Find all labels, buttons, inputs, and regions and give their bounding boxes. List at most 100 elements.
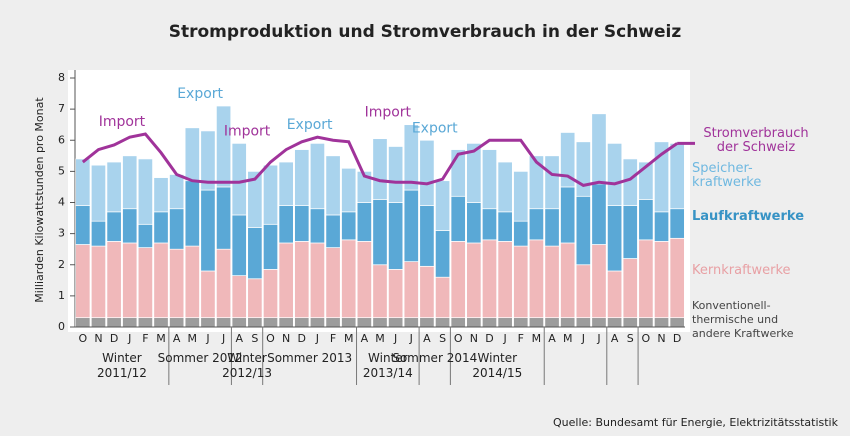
x-tick-label: D [110,332,118,345]
group-label: Sommer 2012 [157,351,243,365]
bar-segment [325,214,341,248]
bar-segment [638,199,654,241]
bar-segment [184,127,200,182]
x-tick-label: O [266,332,275,345]
bar-segment [450,317,466,328]
bar-segment [481,208,498,241]
bar-segment [216,248,232,319]
bar-segment [419,265,435,319]
annotation: Export [177,86,223,102]
x-tick-label: M [188,332,198,345]
x-tick-label: J [205,332,209,345]
bar-segment [137,247,153,319]
bar-segment [90,164,107,222]
bar-segment [575,141,591,197]
x-tick-label: N [282,332,290,345]
bar-segment [106,161,122,213]
bar-segment [497,317,513,328]
bar-segment [607,205,623,272]
x-tick-label: D [485,332,493,345]
bar-segment [450,195,466,242]
bar-segment [200,189,216,272]
bar-segment [75,317,91,328]
bar-segment [560,132,576,188]
bar-segment [466,202,482,244]
bar-segment [669,143,685,210]
bar-segment [497,211,513,242]
bar-segment [278,242,294,319]
bar-segment [75,205,91,245]
bar-segment [247,317,263,328]
group-label: Winter 2012/13 [222,351,272,380]
y-tick-label: 5 [58,164,65,177]
bar-segment [262,269,279,319]
bar-segment [435,317,451,328]
bar-segment [216,317,232,328]
bar-segment [106,211,122,242]
group-label: Sommer 2014 [392,351,478,365]
x-tick-label: F [142,332,148,345]
bar-segment [419,205,435,267]
x-tick-label: A [361,332,369,345]
x-tick-label: J [127,332,131,345]
bar-segment [325,317,341,328]
bar-segment [622,205,638,259]
bar-segment [356,171,372,203]
bar-segment [262,223,279,270]
bar-segment [90,245,107,319]
bar-segment [262,317,279,328]
bar-segment [247,278,263,319]
chart-title: Stromproduktion und Stromverbrauch in de… [169,22,682,42]
bar-segment [247,227,263,280]
bar-segment [278,205,294,244]
bar-segment [607,317,623,328]
bar-segment [309,317,325,328]
bar-segment [622,317,638,328]
bar-segment [356,202,372,242]
y-tick-label: 7 [58,102,65,115]
x-tick-label: D [298,332,306,345]
bar-segment [294,205,310,242]
y-tick-label: 8 [58,71,65,84]
bar-segment [669,208,685,239]
bar-segment [513,245,529,319]
bar-segment [122,155,138,210]
bar-segment [403,124,419,191]
legend-label: Konventionell-thermische und andere Kraf… [692,299,794,340]
bar-segment [591,244,607,319]
bar-segment [106,317,122,328]
bar-segment [137,317,153,328]
bar-segment [247,171,263,228]
x-tick-label: J [409,332,413,345]
bar-segment [90,317,107,328]
bar-segment [481,149,498,210]
bar-segment [153,317,169,328]
bar-segment [184,180,200,247]
bar-segment [169,208,185,250]
bar-segment [372,264,388,319]
x-tick-label: S [439,332,446,345]
bar-segment [309,208,325,244]
bar-segment [216,105,232,188]
x-tick-label: J [503,332,507,345]
bar-segment [528,239,544,319]
bar-segment [153,177,169,213]
y-tick-label: 1 [58,289,65,302]
bar-segment [481,239,498,319]
x-tick-label: J [315,332,319,345]
bar-segment [466,242,482,319]
bar-segment [481,317,498,328]
group-label: Sommer 2013 [267,351,353,365]
bar-segment [294,317,310,328]
bar-segment [669,317,685,328]
x-tick-label: J [596,332,600,345]
bar-segment [575,317,591,328]
bar-segment [591,183,607,245]
bar-segment [294,241,310,319]
x-tick-label: M [563,332,573,345]
bar-segment [153,211,169,244]
x-tick-label: F [518,332,524,345]
source: Quelle: Bundesamt für Energie, Elektrizi… [553,416,839,429]
bar-segment [560,317,576,328]
